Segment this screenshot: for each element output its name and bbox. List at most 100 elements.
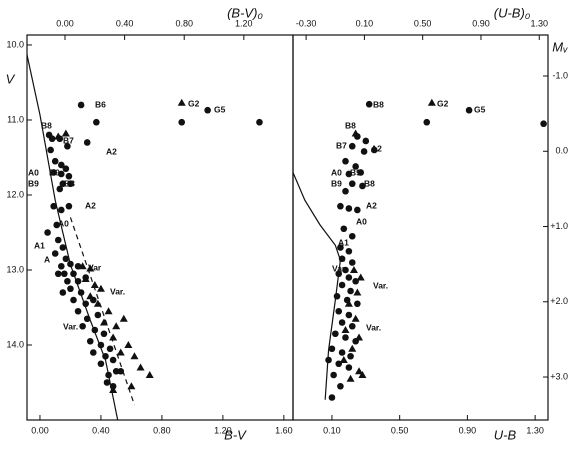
circle-point <box>51 250 59 257</box>
star-label: G5 <box>474 104 486 114</box>
star-label: B8 <box>41 120 52 130</box>
circle-point <box>352 163 359 170</box>
circle-point <box>103 379 111 386</box>
triangle-point <box>104 307 113 315</box>
circle-point <box>342 187 349 195</box>
y-tick-label: 13.0 <box>6 264 24 274</box>
circle-point <box>335 270 343 278</box>
y2-axis-label: Mᵥ <box>552 39 568 54</box>
circle-point <box>77 289 85 296</box>
circle-point <box>67 180 74 188</box>
triangle-point <box>61 129 70 137</box>
x2-tick-label: 1.20 <box>235 18 253 28</box>
star-label: Var <box>332 263 346 273</box>
star-label: B8 <box>64 178 75 188</box>
star-label: A2 <box>85 200 96 210</box>
circle-point <box>61 270 68 278</box>
triangle-point <box>109 333 118 341</box>
star-label: A <box>339 253 345 263</box>
x-tick-label: 0.00 <box>31 425 49 435</box>
circle-point <box>56 185 64 193</box>
circle-point <box>57 161 65 169</box>
circle-point <box>337 202 344 210</box>
sequence-line <box>26 54 119 421</box>
circle-point <box>102 352 109 360</box>
x-axis-label: U-B <box>494 427 517 442</box>
circle-point <box>77 101 85 109</box>
circle-point <box>340 225 348 233</box>
circle-point <box>97 341 105 349</box>
y-axis-label: V <box>6 71 16 86</box>
circle-point <box>57 206 65 214</box>
triangle-point <box>130 352 139 360</box>
star-label: B7 <box>63 135 74 145</box>
triangle-point <box>86 264 95 272</box>
triangle-point <box>96 284 105 292</box>
circle-point <box>86 337 94 345</box>
x-tick-label: 0.40 <box>92 425 110 435</box>
circle-point <box>345 274 353 281</box>
x2-axis-label: (B-V)₀ <box>227 5 263 20</box>
triangle-point <box>353 288 362 296</box>
star-label: G2 <box>437 98 449 108</box>
star-label: B9 <box>350 167 361 177</box>
star-label: A2 <box>371 143 382 153</box>
circle-point <box>354 300 361 308</box>
circle-point <box>105 371 112 379</box>
triangle-point <box>124 340 133 348</box>
circle-point <box>90 349 97 356</box>
x2-tick-label: 1.30 <box>530 18 548 28</box>
circle-point <box>51 157 59 165</box>
circle-point <box>325 356 332 364</box>
star-label: A1 <box>34 240 45 250</box>
y2-tick-label: +2.0 <box>550 296 568 306</box>
circle-point <box>338 319 346 326</box>
triangle-point <box>355 333 364 341</box>
star-label: Var. <box>373 280 388 290</box>
triangle-point <box>86 292 95 300</box>
x2-tick-label: 0.50 <box>414 18 432 28</box>
circle-point <box>345 170 353 178</box>
y2-tick-label: -1.0 <box>552 70 568 80</box>
star-label: A0 <box>356 216 367 226</box>
star-label: A <box>44 254 50 264</box>
circle-point <box>74 277 82 285</box>
star-label: Var <box>88 262 102 272</box>
star-label: Var. <box>366 322 381 332</box>
triangle-point <box>177 98 186 106</box>
triangle-point <box>358 370 367 378</box>
x2-tick-label: 0.10 <box>356 18 374 28</box>
circle-point <box>328 394 336 401</box>
triangle-point <box>116 348 125 356</box>
circle-point <box>178 118 186 126</box>
x2-tick-label: 0.40 <box>116 18 134 28</box>
circle-point <box>345 364 353 371</box>
circle-point <box>354 206 361 214</box>
triangle-point <box>344 299 353 307</box>
triangle-point <box>127 382 136 390</box>
circle-point <box>82 300 89 308</box>
circle-point <box>348 322 356 330</box>
triangle-point <box>356 273 365 281</box>
circle-point <box>362 137 370 145</box>
star-label: A2 <box>106 146 117 156</box>
circle-point <box>50 202 57 210</box>
star-label: Var. <box>63 321 78 331</box>
triangle-point <box>99 318 108 326</box>
circle-point <box>370 146 378 154</box>
circle-point <box>342 334 349 341</box>
circle-point <box>65 172 73 180</box>
circle-point <box>345 311 353 319</box>
triangle-point <box>136 363 145 371</box>
circle-point <box>348 180 356 188</box>
circle-point <box>109 356 117 364</box>
triangle-point <box>93 299 102 307</box>
circle-point <box>337 382 344 390</box>
circle-point <box>347 287 354 295</box>
circle-point <box>204 106 211 114</box>
circle-point <box>348 142 356 150</box>
circle-point <box>70 270 77 278</box>
circle-point <box>53 221 61 229</box>
circle-point <box>67 285 74 293</box>
circle-point <box>54 270 62 278</box>
